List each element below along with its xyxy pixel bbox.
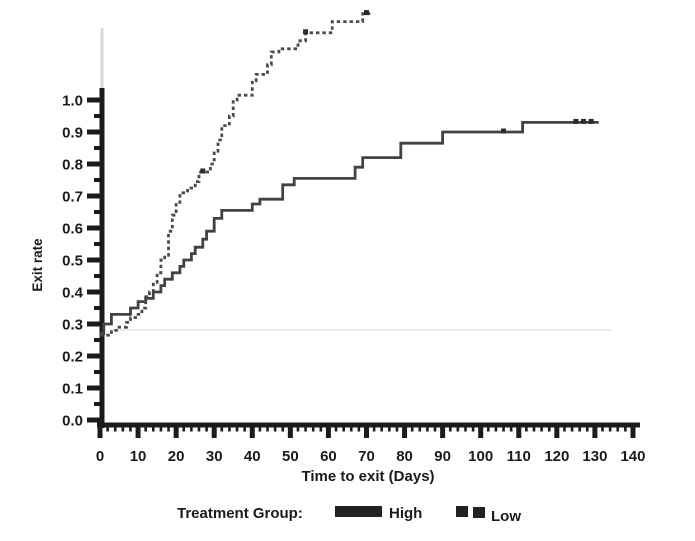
y-tick-label: 0.9 bbox=[62, 125, 83, 142]
censor-mark-high bbox=[588, 118, 594, 124]
x-tick-label: 70 bbox=[358, 448, 375, 465]
curve-high bbox=[100, 121, 599, 335]
x-tick-label: 80 bbox=[396, 448, 413, 465]
y-tick-label: 0.1 bbox=[62, 381, 83, 398]
legend-swatch-dashed-square bbox=[473, 507, 485, 518]
x-tick-label: 50 bbox=[282, 448, 299, 465]
y-tick-label: 1.0 bbox=[62, 93, 83, 110]
y-tick-label: 0.8 bbox=[62, 157, 83, 174]
legend-label-low: Low bbox=[491, 508, 521, 525]
y-tick-label: 0.7 bbox=[62, 189, 83, 206]
y-tick-label: 0.4 bbox=[62, 285, 84, 302]
y-axis-title: Exit rate bbox=[30, 238, 45, 292]
x-tick-label: 100 bbox=[468, 448, 493, 465]
y-tick-label: 0.6 bbox=[62, 221, 83, 238]
x-tick-label: 120 bbox=[544, 448, 569, 465]
x-tick-label: 140 bbox=[620, 448, 645, 465]
legend-label-high: High bbox=[389, 505, 422, 522]
y-tick-label: 0.2 bbox=[62, 349, 83, 366]
curve-low bbox=[100, 12, 371, 337]
x-tick-label: 90 bbox=[434, 448, 451, 465]
legend-swatch-dashed-square bbox=[456, 506, 468, 517]
legend-swatch-solid bbox=[335, 506, 382, 517]
x-tick-label: 130 bbox=[582, 448, 607, 465]
legend-title: Treatment Group: bbox=[177, 505, 303, 522]
censor-mark-high bbox=[573, 118, 579, 124]
x-tick-label: 0 bbox=[96, 448, 104, 465]
curves bbox=[100, 10, 599, 337]
y-tick-label: 0.0 bbox=[62, 413, 83, 430]
x-tick-label: 40 bbox=[244, 448, 261, 465]
y-tick-label: 0.5 bbox=[62, 253, 83, 270]
x-tick-label: 60 bbox=[320, 448, 337, 465]
censor-mark-high bbox=[580, 118, 586, 124]
x-tick-label: 10 bbox=[130, 448, 147, 465]
censor-mark-low bbox=[200, 168, 206, 174]
x-axis-title: Time to exit (Days) bbox=[301, 468, 434, 485]
x-tick-label: 30 bbox=[206, 448, 223, 465]
axes: 0.0 0.1 0.2 0.3 0.4 0.5 0.6 0.7 0.8 0.9 1.0 0 10 20 30… bbox=[62, 28, 645, 465]
legend: High Low bbox=[335, 505, 521, 525]
x-tick-label: 20 bbox=[168, 448, 185, 465]
censor-mark-low bbox=[363, 10, 369, 16]
y-tick-label: 0.3 bbox=[62, 317, 83, 334]
censor-mark-low bbox=[303, 29, 309, 35]
x-tick-label: 110 bbox=[507, 448, 531, 465]
censor-mark-high bbox=[501, 128, 507, 134]
